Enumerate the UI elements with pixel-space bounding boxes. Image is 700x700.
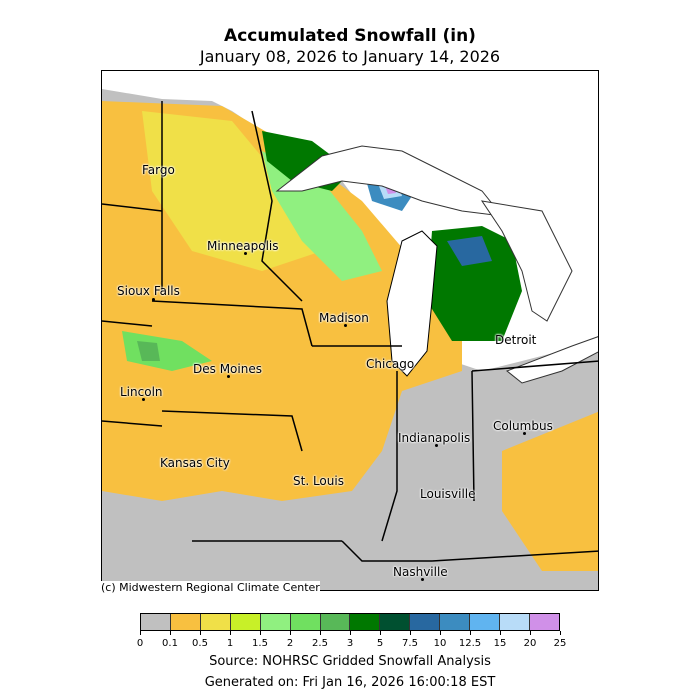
colorbar-swatch (470, 614, 501, 630)
city-marker (227, 375, 230, 378)
colorbar-tick-label: 25 (553, 638, 567, 649)
credit-text: (c) Midwestern Regional Climate Center (101, 581, 320, 594)
city-label-lincoln: Lincoln (120, 385, 163, 399)
colorbar-swatch (230, 614, 261, 630)
snow-zone-se-orange (502, 411, 598, 571)
colorbar-swatch (200, 614, 231, 630)
city-label-louisville: Louisville (420, 487, 476, 501)
colorbar (140, 613, 560, 631)
city-marker (244, 252, 247, 255)
colorbar-swatch (529, 614, 559, 630)
colorbar-tick-mark (560, 631, 561, 635)
city-label-madison: Madison (319, 311, 369, 325)
colorbar-tick-mark (290, 631, 291, 635)
colorbar-tick-label: 1 (226, 638, 234, 649)
colorbar-tick-label: 0.5 (192, 638, 208, 649)
colorbar-tick-mark (230, 631, 231, 635)
lake-huron (480, 200, 573, 322)
colorbar-swatch (260, 614, 291, 630)
colorbar-tick-label: 7.5 (402, 638, 418, 649)
colorbar-tick-label: 3 (346, 638, 354, 649)
snow-zone-yellow (142, 111, 322, 271)
colorbar-tick-mark (530, 631, 531, 635)
map-subtitle: January 08, 2026 to January 14, 2026 (199, 47, 501, 66)
colorbar-tick-label: 20 (523, 638, 537, 649)
colorbar-tick-mark (200, 631, 201, 635)
colorbar-tick-label: 0 (136, 638, 144, 649)
colorbar-swatch (170, 614, 201, 630)
canada-region (262, 71, 598, 241)
colorbar-swatch (500, 614, 530, 630)
colorbar-tick-label: 12.5 (458, 638, 482, 649)
city-label-columbus: Columbus (493, 419, 553, 433)
colorbar-tick-label: 10 (433, 638, 447, 649)
city-marker (421, 578, 424, 581)
colorbar-tick-mark (440, 631, 441, 635)
snow-zone-green-ia (137, 341, 160, 361)
generated-text: Generated on: Fri Jan 16, 2026 16:00:18 … (204, 675, 496, 690)
source-text: Source: NOHRSC Gridded Snowfall Analysis (209, 654, 491, 669)
colorbar-tick-mark (320, 631, 321, 635)
city-marker (523, 432, 526, 435)
colorbar-swatch (320, 614, 351, 630)
city-marker (435, 444, 438, 447)
city-label-minneapolis: Minneapolis (207, 239, 279, 253)
colorbar-tick-label: 15 (493, 638, 507, 649)
city-label-nashville: Nashville (393, 565, 448, 579)
colorbar-tick-mark (410, 631, 411, 635)
colorbar-tick-mark (140, 631, 141, 635)
lake-michigan (386, 230, 438, 377)
colorbar-tick-mark (260, 631, 261, 635)
city-label-sioux-falls: Sioux Falls (117, 284, 180, 298)
colorbar-swatch (410, 614, 441, 630)
state-borders (102, 101, 598, 562)
colorbar-tick-mark (470, 631, 471, 635)
city-label-kansas-city: Kansas City (160, 456, 230, 470)
snowfall-map (102, 71, 598, 590)
colorbar-tick-mark (350, 631, 351, 635)
map-panel: Fargo Minneapolis Sioux Falls Madison De… (101, 70, 599, 591)
city-label-fargo: Fargo (142, 163, 175, 177)
snow-zone-blue-mi (447, 236, 492, 266)
colorbar-swatch (440, 614, 471, 630)
colorbar-tick-label: 2.5 (312, 638, 328, 649)
colorbar-tick-mark (170, 631, 171, 635)
city-label-des-moines: Des Moines (193, 362, 262, 376)
city-label-st-louis: St. Louis (293, 474, 344, 488)
colorbar-swatch (380, 614, 411, 630)
colorbar-swatch (350, 614, 381, 630)
colorbar-tick-mark (380, 631, 381, 635)
city-marker (142, 398, 145, 401)
city-label-indianapolis: Indianapolis (398, 431, 471, 445)
colorbar-tick-label: 1.5 (252, 638, 268, 649)
colorbar-tick-label: 5 (376, 638, 384, 649)
city-label-chicago: Chicago (366, 357, 415, 371)
colorbar-tick-mark (500, 631, 501, 635)
city-label-detroit: Detroit (495, 333, 537, 347)
lake-erie (506, 336, 598, 384)
colorbar-swatch (290, 614, 321, 630)
city-marker (152, 298, 155, 301)
city-marker (344, 324, 347, 327)
colorbar-swatch (141, 614, 171, 630)
colorbar-tick-label: 0.1 (162, 638, 178, 649)
snow-zone-green-mi (427, 226, 522, 341)
colorbar-tick-label: 2 (286, 638, 294, 649)
map-title: Accumulated Snowfall (in) (224, 26, 476, 46)
